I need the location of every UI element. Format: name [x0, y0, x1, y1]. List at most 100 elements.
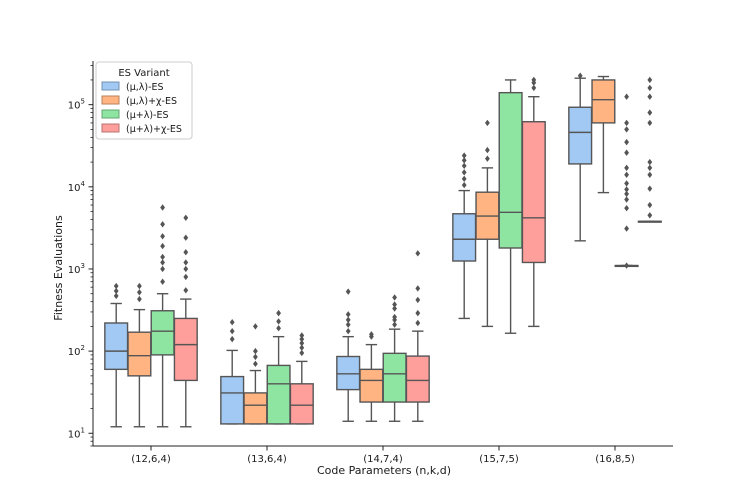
box-3-2 — [498, 79, 523, 334]
outlier-point — [624, 164, 629, 172]
outlier-point — [113, 292, 119, 300]
outlier-point — [531, 76, 537, 84]
outlier-point — [647, 84, 653, 92]
outlier-point — [183, 248, 189, 256]
y-tick-label: 101 — [68, 426, 85, 440]
outlier-point — [485, 155, 490, 162]
outlier-point — [624, 119, 629, 127]
outlier-point — [485, 146, 490, 154]
x-tick-label: (16,8,5) — [595, 454, 635, 465]
y-tick-label: 104 — [68, 180, 86, 194]
outlier-point — [160, 278, 165, 285]
box-iqr — [220, 375, 245, 425]
legend-items: (μ,λ)-ES (μ,λ)+χ-ES (μ+λ)-ES (μ+λ)+χ-ES — [101, 81, 182, 135]
outlier-point — [624, 196, 629, 203]
outlier-point — [392, 321, 397, 328]
outlier-point — [624, 186, 629, 193]
outlier-point — [253, 323, 258, 330]
outlier-point — [160, 204, 165, 211]
outlier-point — [183, 287, 189, 294]
legend-label: (μ+λ)-ES — [126, 110, 169, 121]
outlier-point — [276, 325, 281, 332]
x-axis-label: Code Parameters (n,k,d) — [317, 464, 451, 477]
box-4-1 — [591, 75, 616, 194]
box-2-1 — [359, 331, 384, 422]
outlier-point — [624, 93, 629, 100]
outlier-point — [392, 301, 397, 308]
outlier-point — [113, 282, 119, 290]
outlier-point — [299, 332, 305, 339]
outlier-point — [113, 287, 119, 295]
box-iqr — [591, 79, 616, 124]
box-1-2 — [266, 309, 291, 425]
outlier-point — [160, 233, 165, 240]
legend-frame — [95, 61, 193, 140]
outlier-point — [392, 294, 397, 301]
outlier-point — [160, 265, 165, 273]
box-iqr — [452, 213, 477, 262]
legend-item: (μ+λ)+χ-ES — [101, 123, 182, 135]
outlier-point — [647, 185, 653, 192]
outlier-point — [531, 84, 537, 92]
outlier-point — [624, 190, 629, 198]
outlier-point — [276, 309, 281, 317]
box-iqr — [150, 310, 175, 356]
outlier-point — [276, 318, 281, 325]
legend-swatch — [101, 109, 120, 119]
box-iqr — [266, 364, 291, 425]
y-axis-label: Fitness Evaluations — [52, 215, 65, 321]
box-iqr — [359, 368, 384, 403]
outlier-point — [345, 321, 351, 328]
box-1-3 — [289, 332, 314, 425]
x-tick-label: (13,6,4) — [247, 454, 287, 465]
box-3-0 — [452, 152, 477, 320]
outlier-point — [415, 319, 421, 327]
y-tick-label: 102 — [68, 344, 85, 358]
box-1-0 — [220, 318, 245, 425]
outlier-point — [624, 149, 629, 156]
outlier-point — [415, 250, 421, 257]
outlier-point — [577, 72, 583, 79]
legend-item: (μ+λ)-ES — [101, 109, 169, 121]
outlier-point — [415, 285, 421, 292]
outlier-point — [299, 349, 305, 357]
box-iqr — [336, 355, 361, 391]
box-iqr — [405, 355, 430, 403]
outlier-point — [229, 318, 235, 326]
box-0-2 — [150, 204, 175, 428]
y-tick-label: 105 — [68, 98, 85, 112]
outlier-point — [183, 259, 189, 266]
legend-swatch — [101, 81, 120, 91]
box-iqr — [173, 317, 198, 382]
outlier-point — [229, 327, 235, 335]
outlier-point — [299, 335, 305, 343]
box-iqr — [243, 392, 268, 425]
outlier-point — [461, 169, 467, 176]
outlier-point — [253, 353, 258, 361]
outlier-point — [624, 138, 629, 146]
box-0-0 — [104, 282, 129, 428]
outlier-point — [392, 305, 397, 312]
outlier-point — [624, 180, 629, 187]
box-1-1 — [243, 323, 268, 425]
legend-item: (μ,λ)-ES — [101, 81, 164, 93]
outlier-point — [415, 296, 421, 304]
outlier-point — [229, 335, 235, 343]
outlier-point — [137, 289, 142, 296]
outlier-point — [160, 242, 165, 250]
outlier-point — [137, 282, 142, 290]
box-4-3 — [637, 76, 662, 223]
box-0-3 — [173, 214, 198, 428]
outlier-point — [647, 93, 653, 100]
outlier-point — [647, 109, 653, 116]
outlier-point — [624, 204, 629, 212]
box-4-2 — [614, 93, 639, 269]
legend-swatch — [101, 123, 120, 133]
outlier-point — [461, 152, 467, 159]
outlier-point — [253, 360, 258, 368]
outlier-point — [647, 119, 653, 127]
outlier-point — [624, 225, 629, 232]
x-tick-label: (14,7,4) — [363, 454, 403, 465]
x-ticks: (12,6,4) (13,6,4) (14,7,4) (15,7,5) (16,8,5) — [131, 446, 635, 465]
plot-area — [104, 72, 662, 428]
